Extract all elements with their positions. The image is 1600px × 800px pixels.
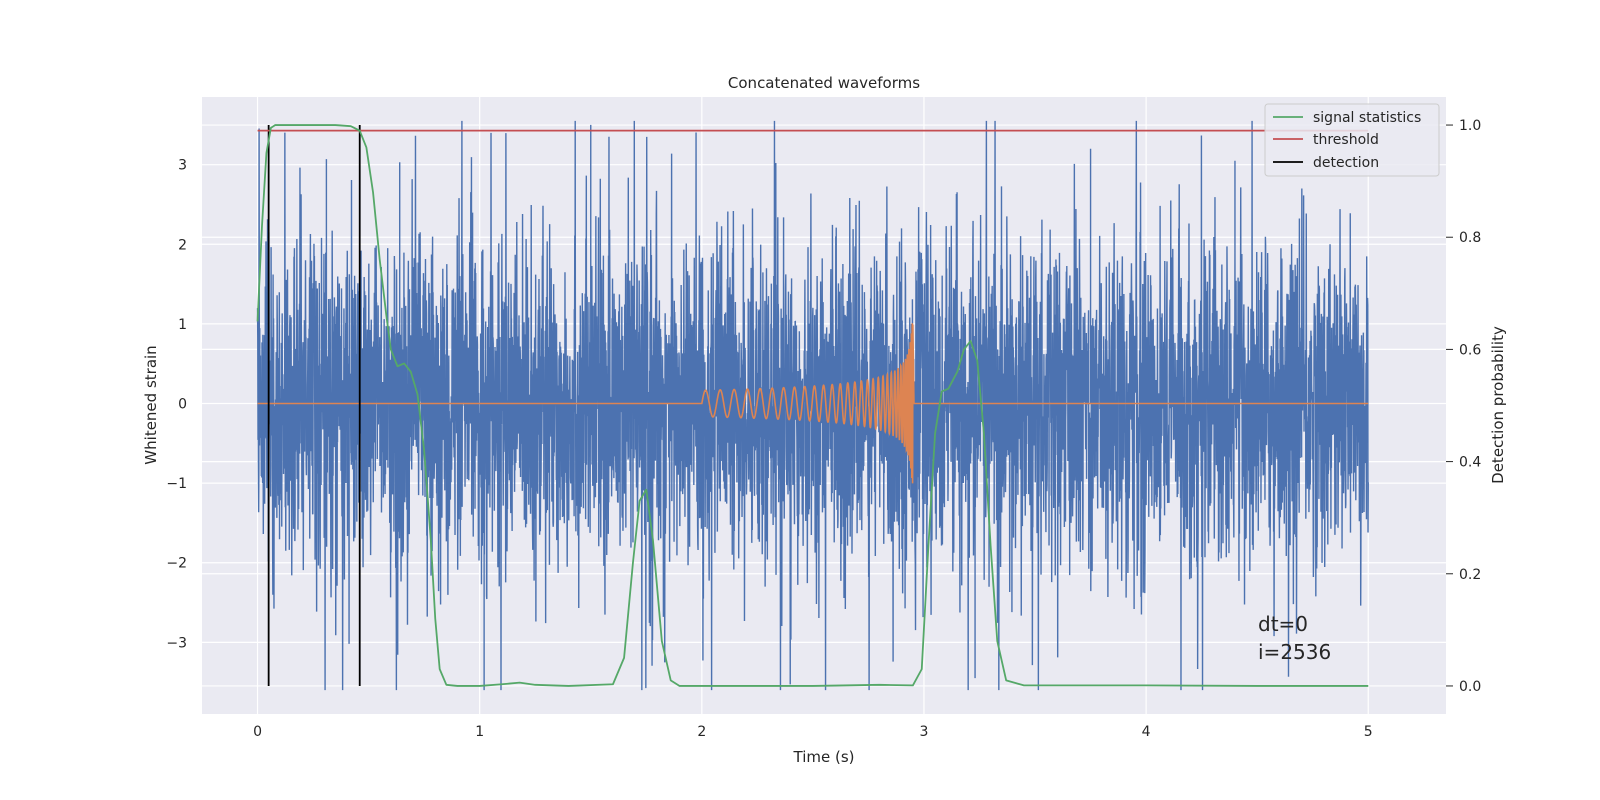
left-y-axis-ticks: −3 −2 −1 0 1 2 3 (166, 158, 187, 652)
signal-statistics-line (256, 124, 1369, 687)
right-y-tick-label: 0.2 (1459, 567, 1481, 583)
right-y-axis-label: Detection probability (1489, 326, 1507, 484)
legend-label-threshold: threshold (1313, 132, 1379, 148)
left-y-tick-label: 1 (178, 317, 187, 333)
strain-series (256, 120, 1369, 691)
x-axis-label: Time (s) (793, 748, 855, 766)
x-axis-ticks: 0 1 2 3 4 5 (253, 724, 1373, 740)
left-y-tick-label: 3 (178, 158, 187, 174)
x-tick-label: 4 (1142, 724, 1151, 740)
legend: signal statistics threshold detection (1264, 103, 1440, 177)
legend-label-signal-statistics: signal statistics (1313, 110, 1421, 126)
left-y-axis-label: Whitened strain (142, 345, 160, 464)
template-series (257, 323, 1369, 484)
right-y-tick-label: 0.4 (1459, 455, 1481, 471)
x-tick-label: 3 (920, 724, 929, 740)
annotation-index: i=2536 (1258, 640, 1331, 664)
legend-label-detection: detection (1313, 155, 1379, 171)
left-y-tick-label: −2 (166, 556, 187, 572)
legend-box (1264, 103, 1440, 177)
right-y-tick-label: 0.8 (1459, 230, 1481, 246)
left-y-tick-label: 0 (178, 397, 187, 413)
left-y-tick-label: 2 (178, 237, 187, 253)
x-tick-label: 0 (253, 724, 262, 740)
signal-statistics-series (256, 124, 1369, 687)
template-line (257, 323, 1369, 484)
right-y-tick-label: 0.0 (1459, 679, 1481, 695)
strain-line (256, 120, 1369, 691)
left-y-tick-label: −3 (166, 635, 187, 651)
left-y-tick-label: −1 (166, 476, 187, 492)
x-tick-label: 5 (1364, 724, 1373, 740)
chart-title: Concatenated waveforms (728, 74, 920, 92)
x-tick-label: 1 (475, 724, 484, 740)
right-y-tick-label: 0.6 (1459, 342, 1481, 358)
detection-lines (267, 125, 361, 686)
right-y-tick-label: 1.0 (1459, 118, 1481, 134)
annotation-dt: dt=0 (1258, 612, 1308, 636)
right-y-axis-ticks: 0.0 0.2 0.4 0.6 0.8 1.0 (1446, 118, 1481, 695)
x-tick-label: 2 (697, 724, 706, 740)
